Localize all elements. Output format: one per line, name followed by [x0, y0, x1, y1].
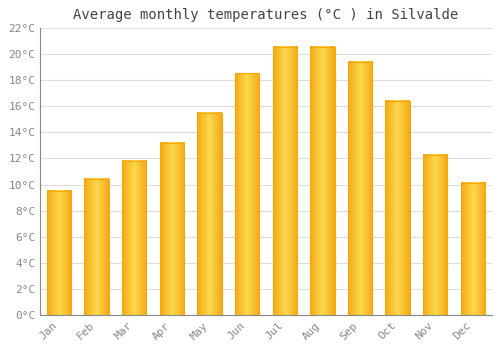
Bar: [122, 161, 146, 315]
Bar: [460, 183, 485, 315]
Bar: [198, 113, 222, 315]
Bar: [47, 191, 71, 315]
Bar: [386, 101, 410, 315]
Bar: [235, 74, 260, 315]
Title: Average monthly temperatures (°C ) in Silvalde: Average monthly temperatures (°C ) in Si…: [74, 8, 458, 22]
Bar: [272, 47, 297, 315]
Bar: [348, 62, 372, 315]
Bar: [423, 155, 448, 315]
Bar: [84, 180, 109, 315]
Bar: [160, 143, 184, 315]
Bar: [310, 47, 334, 315]
